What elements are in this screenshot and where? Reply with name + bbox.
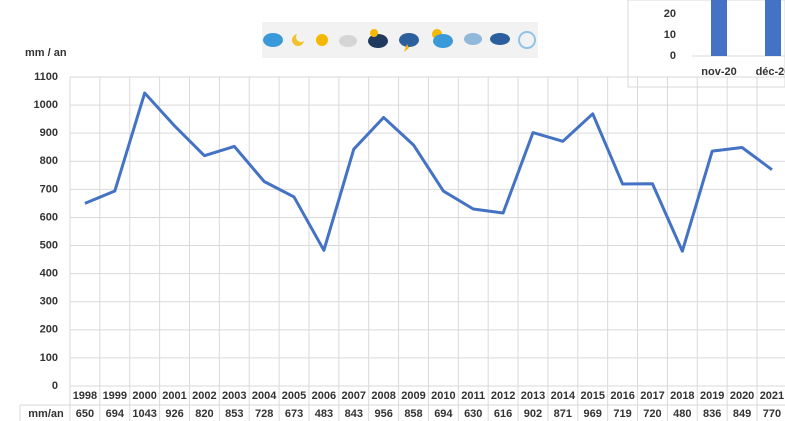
x-tick-label: 2009 — [401, 390, 425, 402]
y-tick-label: 600 — [40, 211, 58, 223]
table-value: 770 — [763, 408, 781, 420]
table-value: 616 — [494, 408, 512, 420]
table-value: 820 — [195, 408, 213, 420]
x-tick-label: 2019 — [700, 390, 724, 402]
x-tick-label: déc-20 — [756, 66, 785, 78]
table-value: 719 — [613, 408, 631, 420]
x-tick-label: 2012 — [491, 390, 515, 402]
x-tick-label: 1999 — [103, 390, 127, 402]
y-tick-label: 1000 — [34, 99, 58, 111]
y-tick-label: 300 — [40, 296, 58, 308]
x-tick-label: 2010 — [431, 390, 455, 402]
y-tick-label: 200 — [40, 324, 58, 336]
x-tick-label: 2000 — [132, 390, 156, 402]
table-value: 902 — [524, 408, 542, 420]
x-tick-label: 2016 — [610, 390, 634, 402]
table-value: 480 — [673, 408, 691, 420]
x-tick-label: 2018 — [670, 390, 694, 402]
x-tick-label: 2006 — [312, 390, 336, 402]
x-tick-label: 2020 — [730, 390, 754, 402]
table-value: 694 — [106, 408, 125, 420]
table-value: 720 — [643, 408, 661, 420]
table-value: 956 — [374, 408, 392, 420]
table-value: 483 — [315, 408, 333, 420]
weather-icons — [262, 22, 538, 58]
y-tick-label: 100 — [40, 352, 58, 364]
x-tick-label: 2002 — [192, 390, 216, 402]
x-tick-label: 2005 — [282, 390, 306, 402]
x-tick-label: 2007 — [342, 390, 366, 402]
x-tick-label: 1998 — [73, 390, 97, 402]
table-value: 728 — [255, 408, 273, 420]
inset-plot: 0 10 20 nov-20 déc-20 — [664, 0, 785, 78]
x-tick-label: 2015 — [580, 390, 604, 402]
y-axis-label: mm / an — [25, 47, 67, 59]
table-value: 843 — [345, 408, 363, 420]
x-tick-label: 2017 — [640, 390, 664, 402]
y-tick-label: 0 — [52, 380, 58, 392]
table-value: 853 — [225, 408, 243, 420]
line-series — [84, 91, 773, 253]
table-value: 673 — [285, 408, 303, 420]
table-value: 694 — [434, 408, 453, 420]
bar — [765, 0, 781, 56]
table-value: 630 — [464, 408, 482, 420]
table-value: 1043 — [132, 408, 156, 420]
y-tick-label: 20 — [664, 8, 676, 20]
x-tick-label: 2011 — [461, 390, 485, 402]
table-value: 926 — [165, 408, 183, 420]
table-label: mm/an — [28, 408, 64, 420]
table-value: 858 — [404, 408, 422, 420]
y-tick-label: 800 — [40, 155, 58, 167]
x-tick-label: 2013 — [521, 390, 545, 402]
x-tick-label: nov-20 — [701, 66, 736, 78]
y-tick-label: 400 — [40, 268, 58, 280]
y-tick-label: 0 — [670, 50, 676, 62]
bar — [711, 0, 727, 56]
x-tick-label: 2021 — [760, 390, 784, 402]
y-tick-label: 500 — [40, 239, 58, 251]
table-value: 836 — [703, 408, 721, 420]
table-value: 871 — [554, 408, 572, 420]
x-tick-label: 2004 — [252, 390, 277, 402]
table-value: 969 — [584, 408, 602, 420]
y-tick-label: 900 — [40, 127, 58, 139]
x-tick-label: 2001 — [162, 390, 186, 402]
x-tick-label: 2014 — [551, 390, 576, 402]
table-value: 849 — [733, 408, 751, 420]
table-value: 650 — [76, 408, 94, 420]
y-tick-label: 700 — [40, 183, 58, 195]
inset-chart — [627, 0, 785, 88]
y-tick-label: 1100 — [34, 71, 58, 83]
x-tick-label: 2008 — [371, 390, 395, 402]
y-tick-label: 10 — [664, 29, 676, 41]
x-tick-label: 2003 — [222, 390, 246, 402]
